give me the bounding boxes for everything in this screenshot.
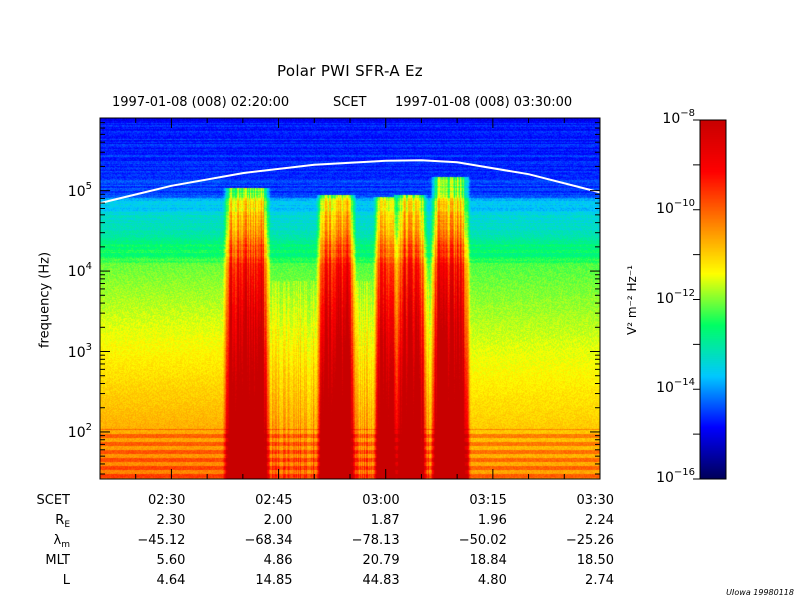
- ephemeris-value: 1.87: [370, 513, 400, 528]
- spectrogram-plot: [100, 118, 600, 479]
- ephemeris-value: 5.60: [156, 553, 186, 568]
- ephemeris-value: 14.85: [255, 573, 293, 588]
- y-tick-label: 102: [67, 421, 92, 441]
- end-time-label: 1997-01-08 (008) 03:30:00: [395, 95, 573, 110]
- ephemeris-value: 20.79: [362, 553, 400, 568]
- ephemeris-value: 2.24: [585, 513, 614, 528]
- ephemeris-value: 18.50: [576, 553, 614, 568]
- ephemeris-value: 2.00: [263, 513, 293, 528]
- ephemeris-value: 03:30: [576, 493, 614, 508]
- colorbar-label: V² m⁻² Hz⁻¹: [625, 265, 639, 335]
- start-time-label: 1997-01-08 (008) 02:20:00: [112, 95, 290, 110]
- chart-title: Polar PWI SFR-A Ez: [277, 62, 423, 80]
- ephemeris-row-label: RE: [55, 513, 70, 530]
- colorbar-tick-label: 10−10: [656, 197, 695, 217]
- ephemeris-value: 18.84: [469, 553, 507, 568]
- ephemeris-row-label: λm: [53, 533, 70, 550]
- ephemeris-value: −78.13: [351, 533, 400, 548]
- colorbar-tick-label: 10−16: [656, 467, 695, 486]
- colorbar-tick-label: 10−12: [656, 287, 695, 307]
- ephemeris-value: 4.80: [477, 573, 507, 588]
- y-tick-label: 105: [67, 180, 92, 200]
- overlay-line: [99, 159, 601, 205]
- ephemeris-value: 44.83: [362, 573, 400, 588]
- ephemeris-value: 2.74: [585, 573, 614, 588]
- ephemeris-value: 02:30: [147, 493, 186, 508]
- y-tick-label: 103: [67, 341, 92, 361]
- ephemeris-row-label: L: [62, 573, 70, 588]
- colorbar-tick-label: 10−8: [662, 108, 695, 127]
- y-axis-label: frequency (Hz): [37, 251, 53, 349]
- scet-label: SCET: [333, 95, 367, 110]
- ephemeris-value: 2.30: [156, 513, 186, 528]
- ephemeris-value: −68.34: [244, 533, 293, 548]
- ephemeris-value: −25.26: [565, 533, 614, 548]
- plot-frame: [99, 117, 601, 480]
- ephemeris-value: −45.12: [137, 533, 186, 548]
- y-tick-label: 104: [67, 261, 92, 281]
- ephemeris-row-label: SCET: [36, 493, 70, 508]
- ephemeris-value: 03:00: [362, 493, 400, 508]
- ephemeris-value: 02:45: [255, 493, 293, 508]
- credit-label: UIowa 19980118: [726, 588, 794, 597]
- colorbar-frame: [699, 119, 727, 480]
- ephemeris-value: 4.64: [156, 573, 186, 588]
- colorbar: [700, 120, 726, 479]
- ephemeris-value: 4.86: [263, 553, 293, 568]
- ephemeris-value: −50.02: [458, 533, 507, 548]
- colorbar-tick-label: 10−14: [656, 377, 695, 397]
- ephemeris-row-label: MLT: [45, 553, 70, 568]
- ephemeris-value: 1.96: [477, 513, 507, 528]
- ephemeris-value: 03:15: [469, 493, 507, 508]
